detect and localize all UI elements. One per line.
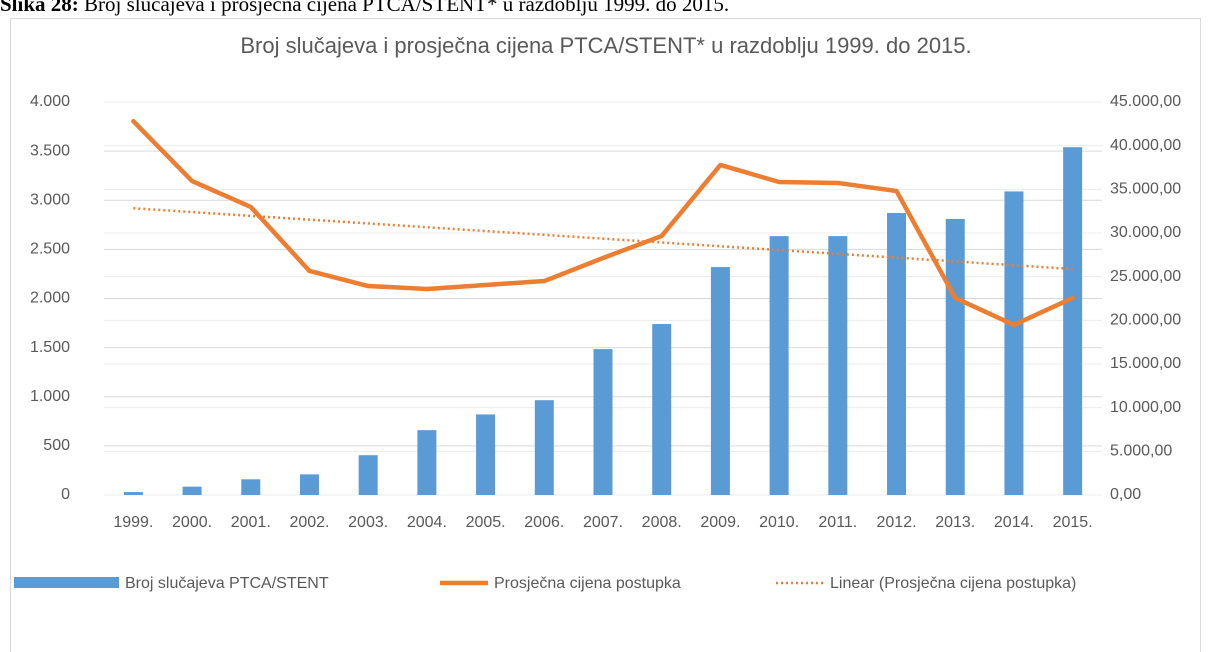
caption-text: Broj slučajeva i prosječna cijena PTCA/S… <box>84 0 729 16</box>
legend-label: Linear (Prosječna cijena postupka) <box>830 575 1076 592</box>
bar <box>710 267 730 495</box>
chart-title: Broj slučajeva i prosječna cijena PTCA/S… <box>240 33 971 58</box>
chart-frame <box>10 18 1201 652</box>
bar <box>1063 147 1083 495</box>
legend-label: Broj slučajeva PTCA/STENT <box>125 575 329 592</box>
y2-tick-label: 25.000,00 <box>1110 268 1181 285</box>
y2-tick-label: 40.000,00 <box>1110 137 1181 154</box>
x-tick-label: 2008. <box>642 514 682 531</box>
y2-tick-label: 5.000,00 <box>1110 443 1172 460</box>
y-tick-label: 1.500 <box>30 339 70 356</box>
x-tick-label: 2014. <box>994 514 1034 531</box>
x-tick-label: 2007. <box>583 514 623 531</box>
bar <box>182 486 202 495</box>
bar <box>769 236 789 495</box>
x-tick-label: 2001. <box>231 514 271 531</box>
x-tick-label: 2000. <box>172 514 212 531</box>
legend-swatch <box>14 577 119 588</box>
bar <box>123 492 143 495</box>
x-tick-label: 2006. <box>524 514 564 531</box>
x-tick-label: 2011. <box>818 514 857 531</box>
y-tick-label: 4.000 <box>30 93 70 110</box>
x-tick-label: 2003. <box>348 514 388 531</box>
bar <box>358 455 378 495</box>
y-tick-label: 2.000 <box>30 290 70 307</box>
x-tick-label: 2015. <box>1053 514 1093 531</box>
bar <box>887 213 907 495</box>
line <box>131 118 1075 328</box>
x-tick-label: 2005. <box>466 514 506 531</box>
y2-tick-label: 20.000,00 <box>1110 312 1181 329</box>
y-tick-label: 2.500 <box>30 241 70 258</box>
y-tick-label: 1.000 <box>30 388 70 405</box>
caption: Slika 28: Broj slučajeva i prosječna cij… <box>0 0 729 16</box>
y2-tick-label: 45.000,00 <box>1110 93 1181 110</box>
bar <box>299 474 319 495</box>
bar <box>828 236 848 495</box>
y2-tick-label: 35.000,00 <box>1110 181 1181 198</box>
bar <box>534 400 554 495</box>
caption-label: Slika 28: <box>0 0 79 16</box>
bar <box>241 479 261 495</box>
y2-tick-label: 0,00 <box>1110 486 1141 503</box>
y-tick-label: 3.000 <box>30 191 70 208</box>
bar <box>417 430 437 495</box>
bar <box>652 324 672 495</box>
x-tick-label: 2004. <box>407 514 447 531</box>
y-tick-label: 0 <box>61 486 70 503</box>
bar <box>476 414 496 495</box>
legend-label: Prosječna cijena postupka <box>494 575 681 592</box>
x-tick-label: 2002. <box>289 514 329 531</box>
trendline <box>133 207 1073 271</box>
y-tick-label: 3.500 <box>30 142 70 159</box>
y2-tick-label: 15.000,00 <box>1110 355 1181 372</box>
bar <box>1004 191 1024 495</box>
x-tick-label: 2012. <box>877 514 917 531</box>
x-tick-label: 2010. <box>759 514 799 531</box>
bar <box>593 349 613 495</box>
y-tick-label: 500 <box>43 437 70 454</box>
y2-tick-label: 30.000,00 <box>1110 224 1181 241</box>
x-tick-label: 1999. <box>113 514 153 531</box>
x-tick-label: 2009. <box>700 514 740 531</box>
x-tick-label: 2013. <box>935 514 975 531</box>
y2-tick-label: 10.000,00 <box>1110 399 1181 416</box>
